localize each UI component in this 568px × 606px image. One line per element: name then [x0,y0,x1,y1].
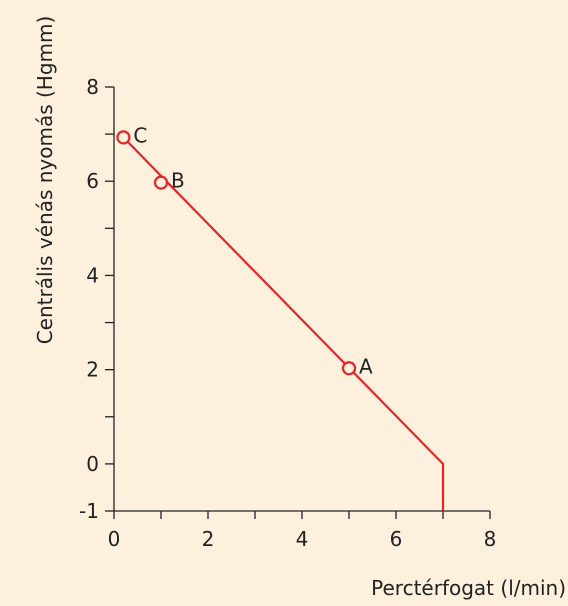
point-marker [116,130,131,145]
point-label: C [133,123,147,147]
axes: 0 2 4 6 8 -1 0 2 4 6 8 [79,75,496,551]
x-tick-label: 8 [484,527,497,551]
point-marker [341,361,357,376]
point-label: A [359,354,373,378]
series-layer [122,136,445,511]
y-axis-title: Centrális vénás nyomás (Hgmm) [33,16,57,345]
point-label: B [171,169,185,193]
y-tick-label: 4 [86,263,99,287]
series-line [122,136,445,511]
x-tick-label: 2 [202,527,215,551]
x-tick-label: 0 [108,527,121,551]
markers-layer: CB A [116,123,373,378]
y-tick-label: 8 [86,75,99,99]
y-tick-label: 0 [86,452,99,476]
point-marker [153,175,169,190]
x-tick-label: 6 [390,527,403,551]
x-tick-label: 4 [296,527,309,551]
y-tick-label: 6 [86,169,99,193]
x-axis-title: Perctérfogat (l/min) [371,576,566,600]
y-tick-label: 2 [86,358,99,382]
y-tick-label: -1 [79,499,99,523]
